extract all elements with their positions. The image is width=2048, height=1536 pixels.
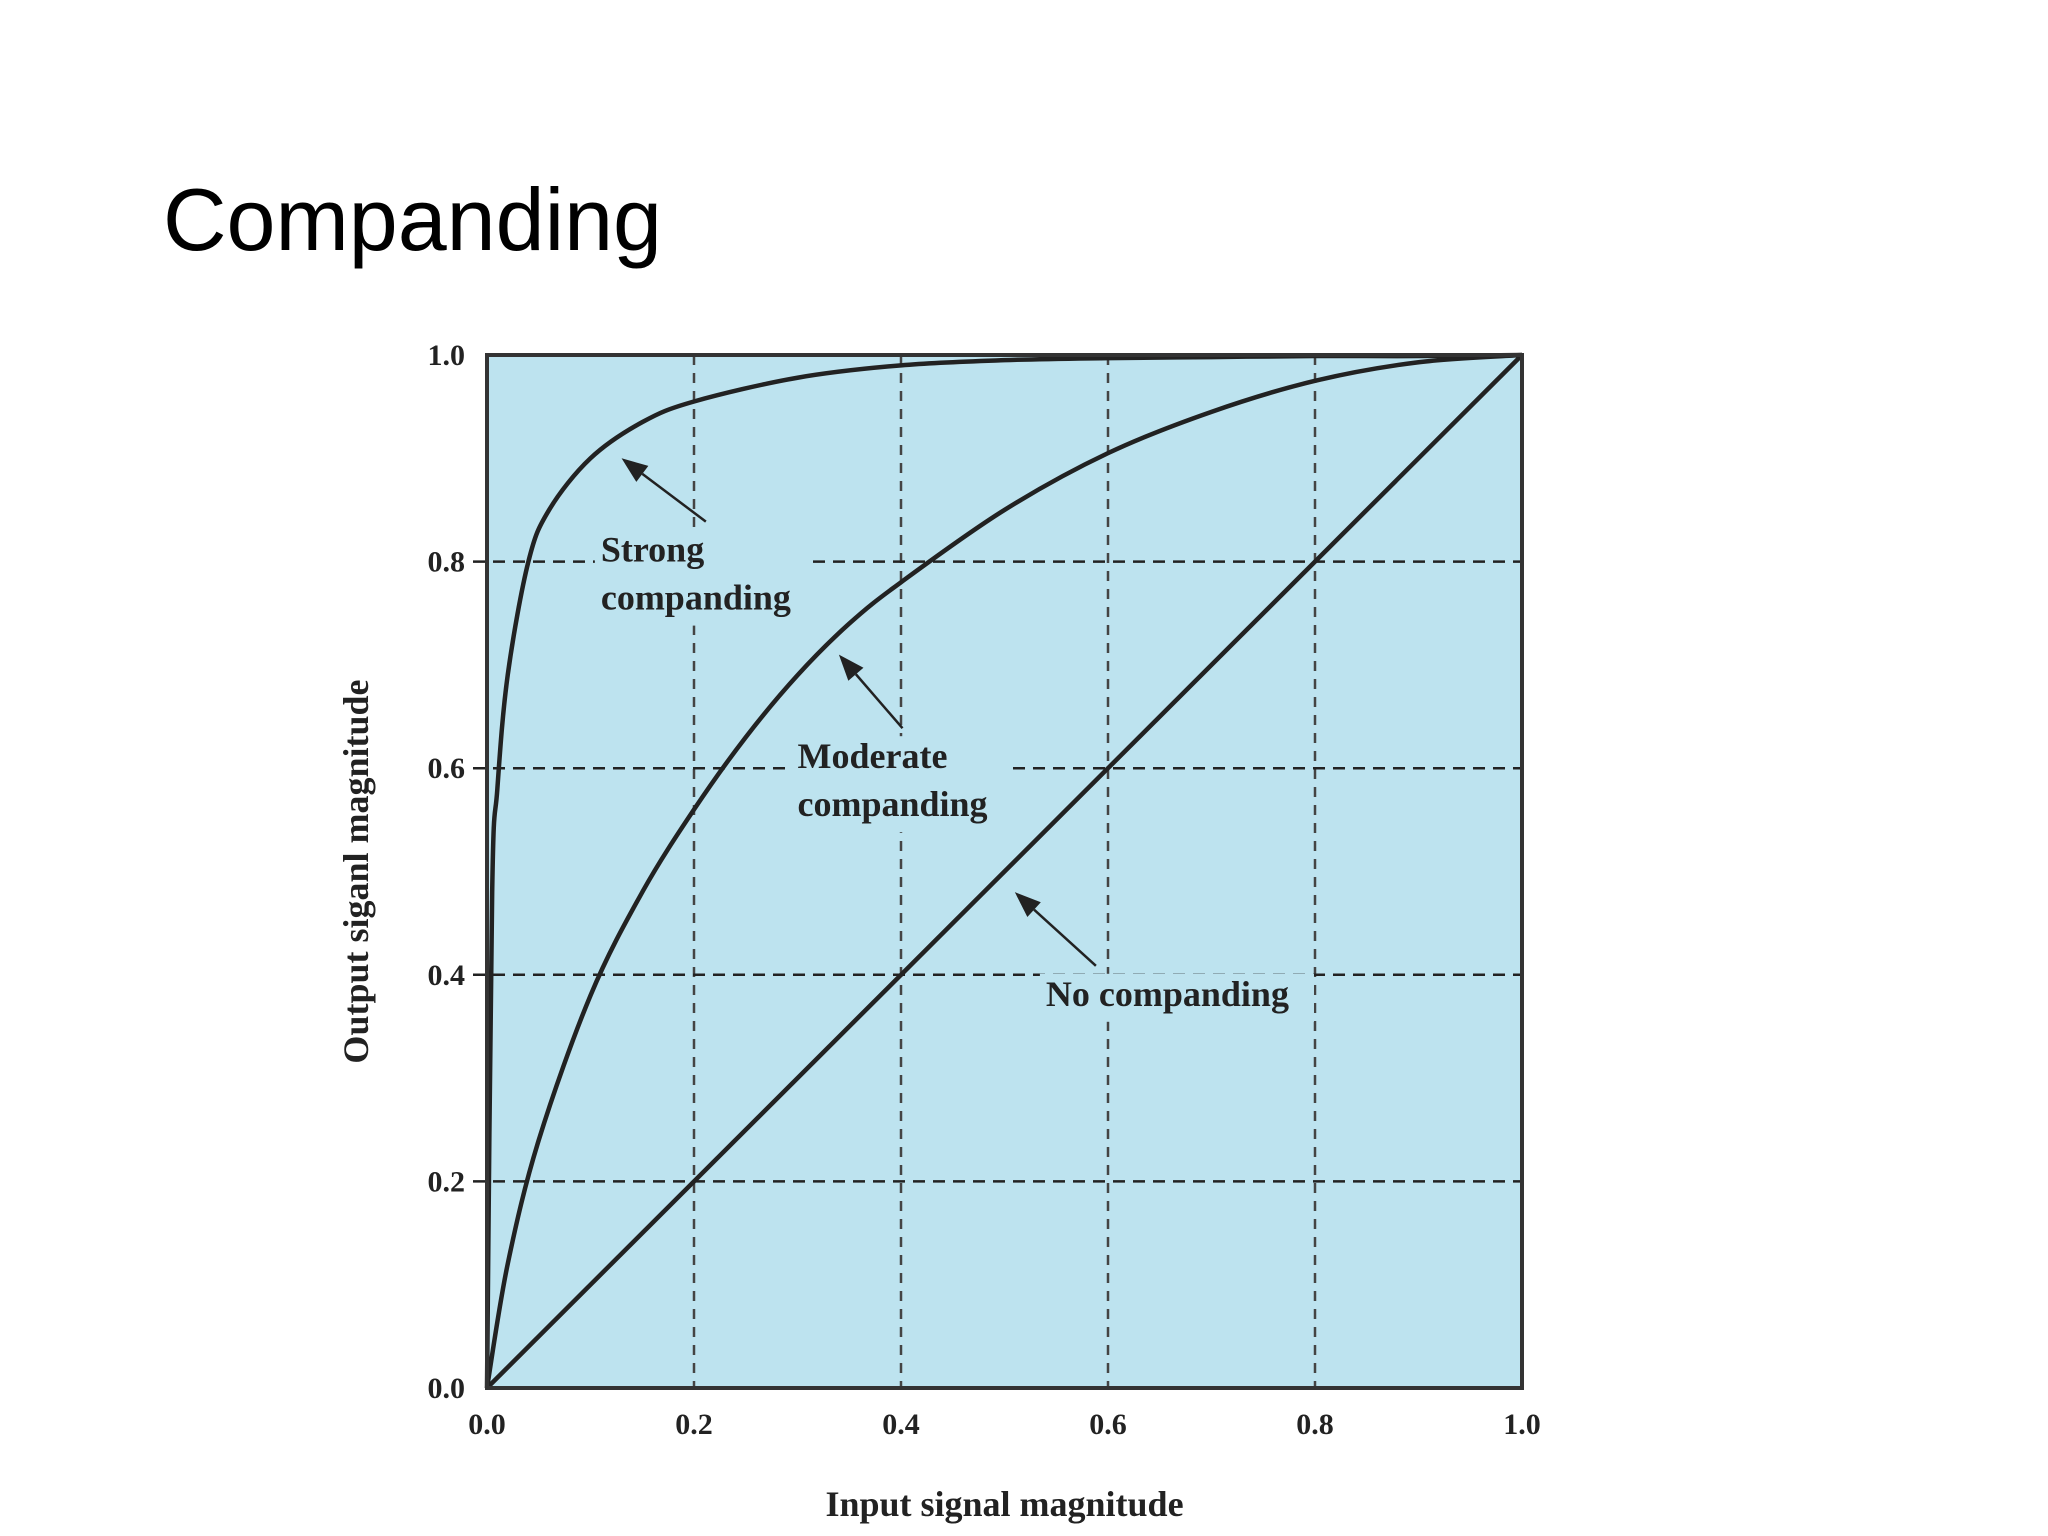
- x-tick-label-5: 1.0: [1503, 1408, 1541, 1441]
- y-tick-label-5: 1.0: [428, 339, 466, 372]
- x-tick-label-0: 0.0: [468, 1408, 506, 1441]
- series-line-moderate-companding: [484, 352, 1523, 1389]
- x-tick-label-4: 0.8: [1296, 1408, 1334, 1441]
- annotation-arrowhead-no-companding: [1014, 892, 1041, 918]
- slide-title: Companding: [163, 170, 662, 269]
- annotation-text-strong-companding-1: companding: [601, 578, 791, 618]
- annotation-text-no-companding-0: No companding: [1046, 974, 1289, 1014]
- annotation-arrowhead-strong-companding: [621, 458, 649, 482]
- annotations: Strong companding Moderate companding No com…: [594, 458, 1314, 1022]
- y-tick-label-2: 0.4: [428, 959, 466, 992]
- x-tick-labels: 0.0 0.2 0.4 0.6 0.8 1.0: [468, 1408, 1541, 1441]
- y-tick-label-1: 0.2: [428, 1165, 466, 1198]
- x-tick-label-3: 0.6: [1089, 1408, 1127, 1441]
- y-tick-labels: 0.0 0.2 0.4 0.6 0.8 1.0: [428, 339, 466, 1405]
- y-tick-label-4: 0.8: [428, 546, 466, 579]
- y-tick-label-3: 0.6: [428, 752, 466, 785]
- y-tick-label-0: 0.0: [428, 1372, 466, 1405]
- annotation-text-moderate-companding-0: Moderate: [798, 736, 948, 776]
- annotation-arrow-no-companding: [1033, 908, 1097, 967]
- annotation-arrow-moderate-companding: [854, 673, 904, 730]
- annotation-bg-no-companding: [1039, 973, 1314, 1022]
- x-tick-label-1: 0.2: [675, 1408, 713, 1441]
- annotation-arrowhead-moderate-companding: [838, 654, 864, 681]
- x-tick-label-2: 0.4: [882, 1408, 920, 1441]
- y-axis-label: Output siganl magnitude: [336, 679, 376, 1063]
- annotation-bg-moderate-companding: [791, 736, 1006, 833]
- annotation-text-strong-companding-0: Strong: [601, 530, 704, 570]
- series-line-no-companding: [485, 353, 1524, 1390]
- annotation-bg-strong-companding: [594, 529, 809, 626]
- annotation-arrow-strong-companding: [641, 472, 707, 523]
- annotation-text-moderate-companding-1: companding: [798, 784, 988, 824]
- plot-border: [485, 353, 1524, 1390]
- x-axis-label: Input signal magnitude: [825, 1484, 1183, 1524]
